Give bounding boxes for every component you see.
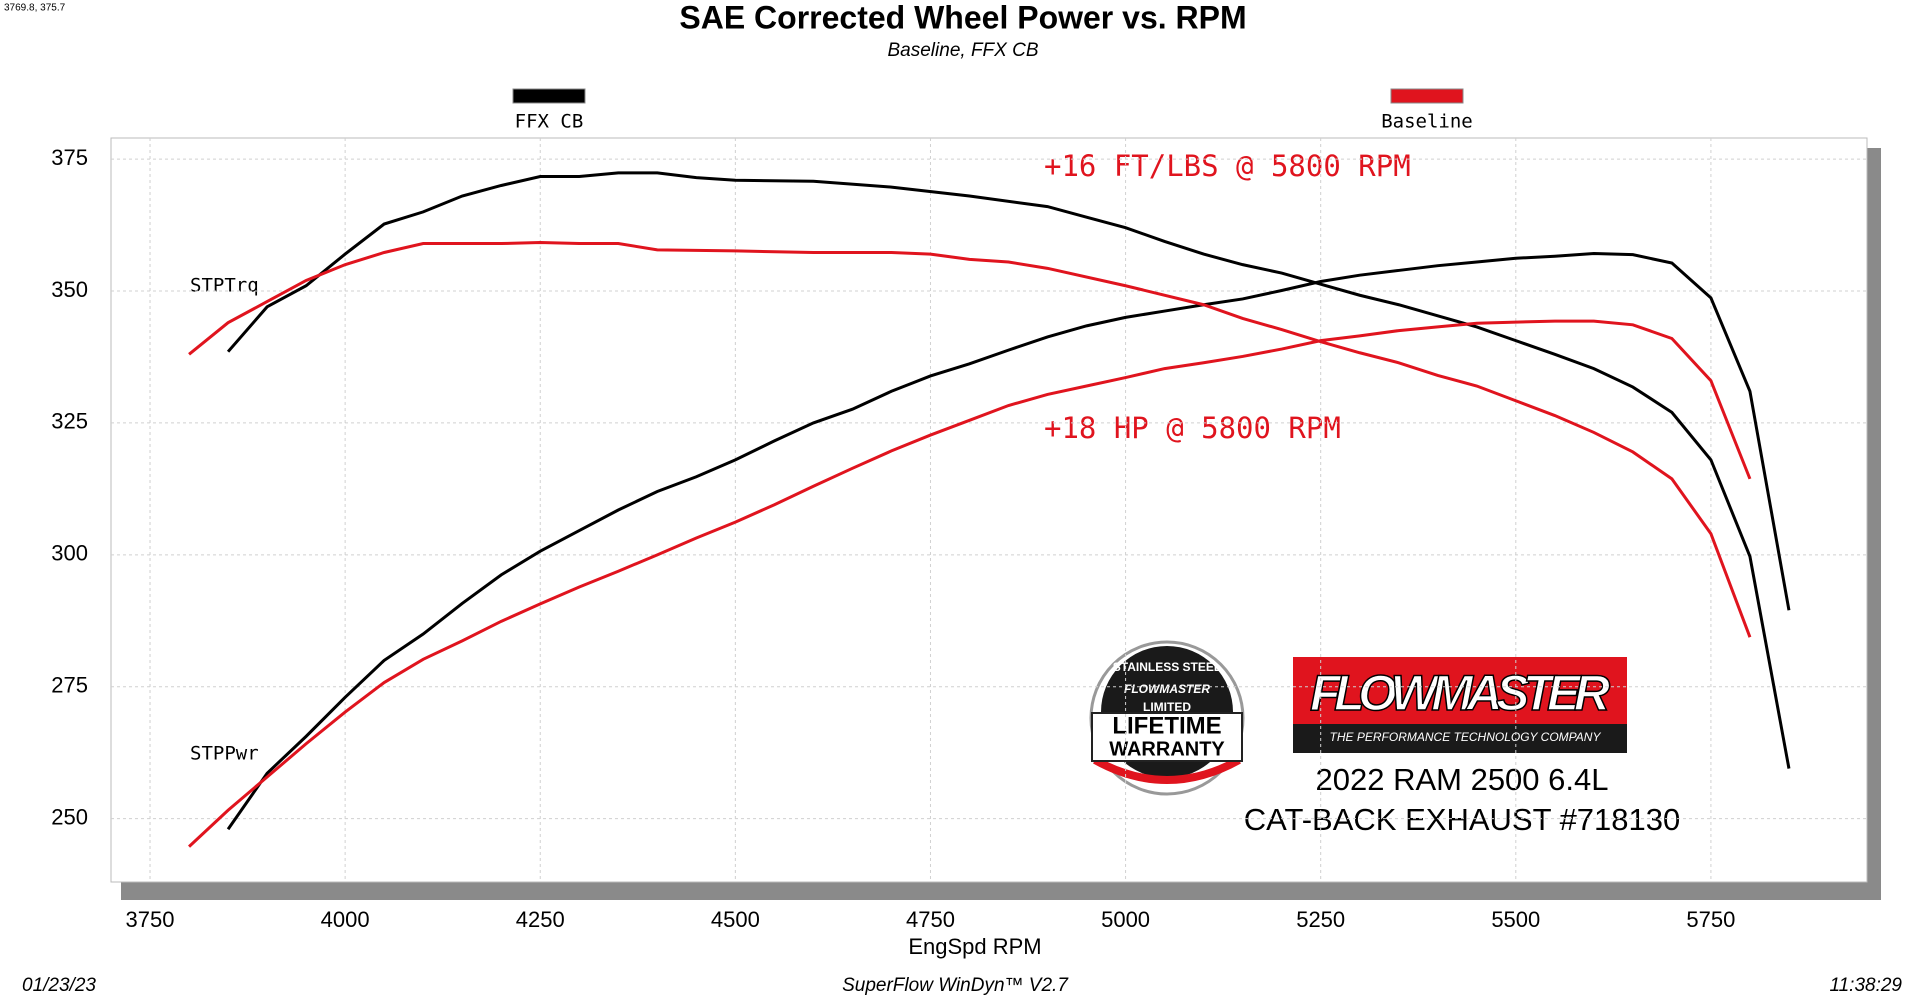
footer-software: SuperFlow WinDyn™ V2.7	[842, 975, 1069, 995]
x-tick-label: 4750	[906, 907, 955, 932]
logo-tagline: THE PERFORMANCE TECHNOLOGY COMPANY	[1330, 730, 1602, 744]
y-tick-label: 350	[51, 277, 88, 302]
badge-swoosh	[1093, 756, 1241, 784]
annotation: +16 FT/LBS @ 5800 RPM	[1044, 149, 1411, 183]
y-tick-label: 325	[51, 409, 88, 434]
chart-subtitle: Baseline, FFX CB	[888, 40, 1039, 61]
chart-title: SAE Corrected Wheel Power vs. RPM	[679, 0, 1246, 35]
legend-swatch	[512, 88, 586, 104]
x-tick-label: 5750	[1686, 907, 1735, 932]
curve-label: STPPwr	[190, 743, 259, 765]
data-line	[188, 319, 1752, 848]
product-text: 2022 RAM 2500 6.4L	[1316, 762, 1609, 797]
data-line	[226, 171, 1791, 769]
x-tick-label: 5250	[1296, 907, 1345, 932]
y-tick-label: 275	[51, 673, 88, 698]
product-text: CAT-BACK EXHAUST #718130	[1244, 802, 1681, 837]
corner-readout: 3769.8, 375.7	[4, 3, 66, 14]
y-tick-label: 250	[51, 804, 88, 829]
x-tick-label: 4250	[516, 907, 565, 932]
annotation: +18 HP @ 5800 RPM	[1044, 411, 1341, 445]
badge-text: WARRANTY	[1109, 738, 1225, 760]
footer-date: 01/23/23	[22, 975, 96, 995]
x-tick-label: 5000	[1101, 907, 1150, 932]
logo-name: FLOWMASTER	[1310, 665, 1610, 721]
badge-text: LIFETIME	[1112, 712, 1221, 739]
y-tick-label: 375	[51, 145, 88, 170]
badge-text: STAINLESS STEEL	[1113, 660, 1221, 674]
curve-label: STPTrq	[190, 275, 259, 297]
footer-time: 11:38:29	[1829, 975, 1902, 995]
legend-label: Baseline	[1381, 111, 1473, 133]
x-tick-label: 3750	[126, 907, 175, 932]
badge-text: LIMITED	[1143, 700, 1191, 714]
x-axis-label: EngSpd RPM	[908, 934, 1041, 959]
x-tick-label: 4000	[321, 907, 370, 932]
badge-plate	[1091, 712, 1243, 762]
x-tick-label: 5500	[1491, 907, 1540, 932]
data-line	[226, 252, 1791, 831]
y-tick-label: 300	[51, 541, 88, 566]
badge-text: FLOWMASTER	[1124, 682, 1210, 696]
warranty-badge: STAINLESS STEEL FLOWMASTER LIMITED LIFET…	[1089, 640, 1245, 796]
data-line	[188, 240, 1752, 638]
legend-label: FFX CB	[515, 111, 584, 133]
legend-swatch	[1390, 88, 1464, 104]
logo-band	[1293, 724, 1627, 753]
flowmaster-logo: FLOWMASTER THE PERFORMANCE TECHNOLOGY CO…	[1293, 657, 1627, 753]
x-tick-label: 4500	[711, 907, 760, 932]
